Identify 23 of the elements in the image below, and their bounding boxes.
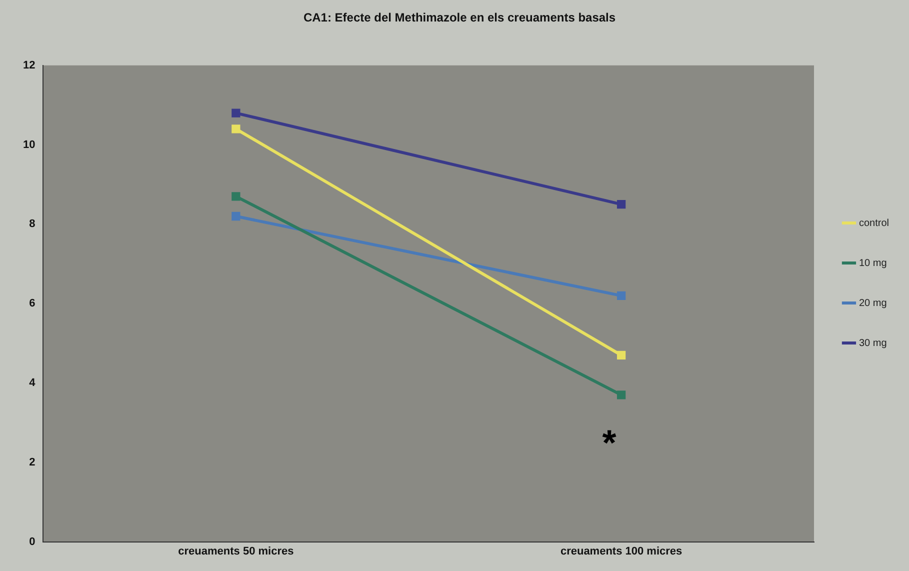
point bbox=[616, 390, 626, 400]
y-tick-label: 12 bbox=[22, 59, 36, 72]
point bbox=[616, 350, 626, 360]
y-tick-label: 0 bbox=[29, 536, 36, 548]
chart-title: CA1: Efecte del Methimazole en els creuaments basals bbox=[303, 10, 616, 25]
y-tick-label: 10 bbox=[22, 138, 36, 151]
y-tick-label: 4 bbox=[29, 377, 36, 390]
y-tick-label: 2 bbox=[29, 456, 36, 468]
annotation: * bbox=[602, 422, 616, 463]
legend-label: 30 mg bbox=[858, 338, 887, 349]
x-tick-label: creuaments 100 micres bbox=[560, 545, 682, 558]
point bbox=[232, 212, 240, 221]
x-tick-label: creuaments 50 micres bbox=[178, 545, 294, 558]
point bbox=[232, 124, 240, 134]
legend-label: 10 mg bbox=[858, 258, 887, 269]
legend-label: control bbox=[858, 218, 889, 229]
point bbox=[232, 192, 240, 201]
y-tick-label: 8 bbox=[29, 218, 36, 230]
y-tick-label: 6 bbox=[29, 298, 36, 310]
point bbox=[232, 108, 240, 118]
point bbox=[616, 291, 626, 300]
legend-label: 20 mg bbox=[858, 298, 887, 309]
point bbox=[616, 200, 626, 209]
